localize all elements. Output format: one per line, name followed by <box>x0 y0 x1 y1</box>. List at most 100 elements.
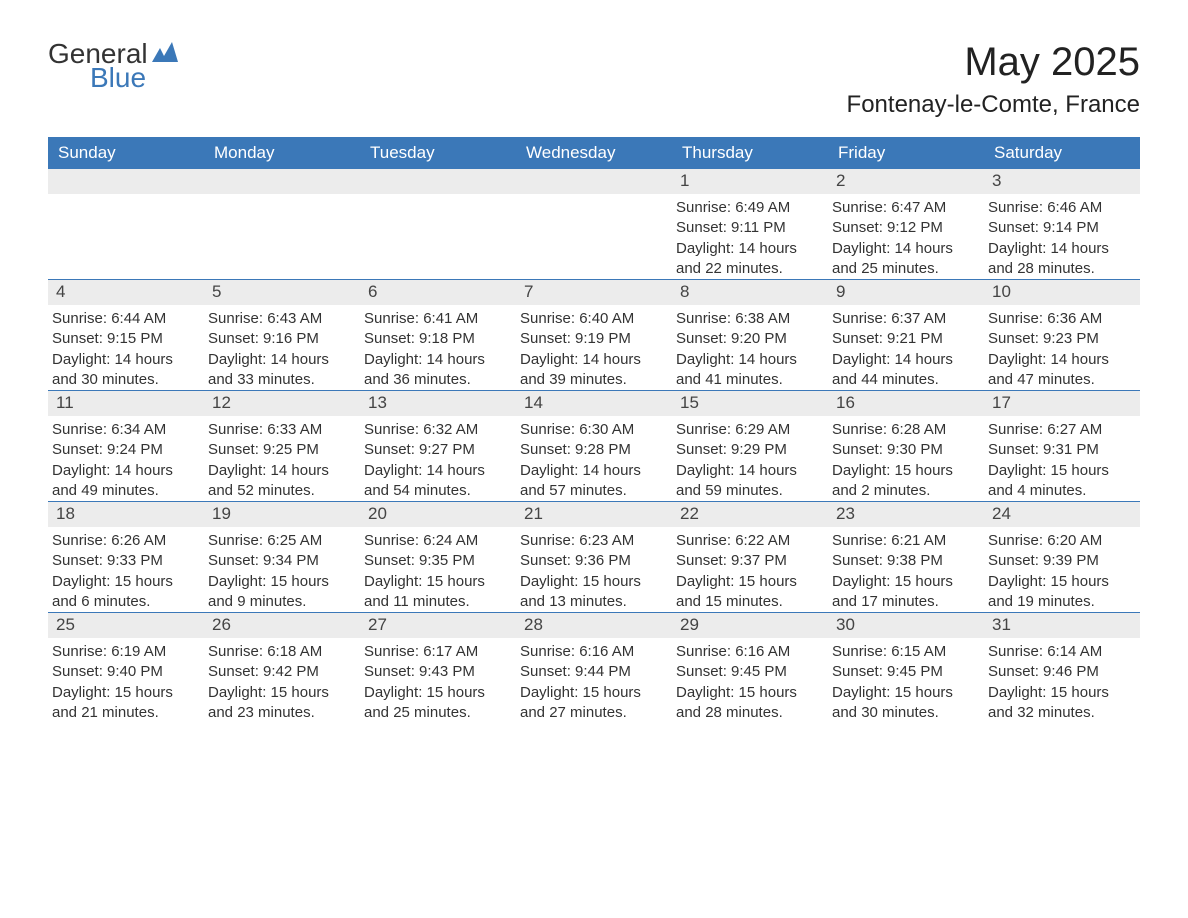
day-content: Sunrise: 6:17 AMSunset: 9:43 PMDaylight:… <box>360 638 516 723</box>
day-number: 31 <box>984 613 1140 638</box>
day-content: Sunrise: 6:26 AMSunset: 9:33 PMDaylight:… <box>48 527 204 612</box>
sunset-line: Sunset: 9:27 PM <box>364 440 508 460</box>
daylight-line: Daylight: 14 hours and 28 minutes. <box>988 239 1132 280</box>
daylight-line: Daylight: 15 hours and 32 minutes. <box>988 683 1132 724</box>
sunrise-line: Sunrise: 6:14 AM <box>988 642 1132 662</box>
day-content: Sunrise: 6:14 AMSunset: 9:46 PMDaylight:… <box>984 638 1140 723</box>
sunrise-line: Sunrise: 6:38 AM <box>676 309 820 329</box>
calendar-cell: 20Sunrise: 6:24 AMSunset: 9:35 PMDayligh… <box>360 502 516 613</box>
sunset-line: Sunset: 9:18 PM <box>364 329 508 349</box>
daylight-line: Daylight: 15 hours and 23 minutes. <box>208 683 352 724</box>
daylight-line: Daylight: 15 hours and 17 minutes. <box>832 572 976 613</box>
day-number: 4 <box>48 280 204 305</box>
day-content: Sunrise: 6:30 AMSunset: 9:28 PMDaylight:… <box>516 416 672 501</box>
sunrise-line: Sunrise: 6:19 AM <box>52 642 196 662</box>
sunrise-line: Sunrise: 6:25 AM <box>208 531 352 551</box>
calendar-cell: 1Sunrise: 6:49 AMSunset: 9:11 PMDaylight… <box>672 169 828 280</box>
sunset-line: Sunset: 9:44 PM <box>520 662 664 682</box>
day-content: Sunrise: 6:19 AMSunset: 9:40 PMDaylight:… <box>48 638 204 723</box>
day-number: 26 <box>204 613 360 638</box>
sunrise-line: Sunrise: 6:16 AM <box>520 642 664 662</box>
day-content: Sunrise: 6:43 AMSunset: 9:16 PMDaylight:… <box>204 305 360 390</box>
sunset-line: Sunset: 9:36 PM <box>520 551 664 571</box>
calendar-cell: 25Sunrise: 6:19 AMSunset: 9:40 PMDayligh… <box>48 613 204 724</box>
calendar-header-row: SundayMondayTuesdayWednesdayThursdayFrid… <box>48 137 1140 169</box>
calendar-cell <box>360 169 516 280</box>
calendar-cell: 6Sunrise: 6:41 AMSunset: 9:18 PMDaylight… <box>360 280 516 391</box>
daylight-line: Daylight: 15 hours and 11 minutes. <box>364 572 508 613</box>
calendar-cell: 19Sunrise: 6:25 AMSunset: 9:34 PMDayligh… <box>204 502 360 613</box>
sunset-line: Sunset: 9:29 PM <box>676 440 820 460</box>
day-content: Sunrise: 6:37 AMSunset: 9:21 PMDaylight:… <box>828 305 984 390</box>
daylight-line: Daylight: 14 hours and 25 minutes. <box>832 239 976 280</box>
weekday-header: Saturday <box>984 137 1140 169</box>
calendar-cell <box>204 169 360 280</box>
empty-day-header <box>516 169 672 194</box>
daylight-line: Daylight: 14 hours and 22 minutes. <box>676 239 820 280</box>
month-title: May 2025 <box>847 40 1140 85</box>
sunrise-line: Sunrise: 6:47 AM <box>832 198 976 218</box>
sunrise-line: Sunrise: 6:22 AM <box>676 531 820 551</box>
daylight-line: Daylight: 15 hours and 25 minutes. <box>364 683 508 724</box>
day-content: Sunrise: 6:24 AMSunset: 9:35 PMDaylight:… <box>360 527 516 612</box>
sunrise-line: Sunrise: 6:44 AM <box>52 309 196 329</box>
sunrise-line: Sunrise: 6:18 AM <box>208 642 352 662</box>
sunset-line: Sunset: 9:15 PM <box>52 329 196 349</box>
sunrise-line: Sunrise: 6:32 AM <box>364 420 508 440</box>
daylight-line: Daylight: 14 hours and 30 minutes. <box>52 350 196 391</box>
day-number: 22 <box>672 502 828 527</box>
logo-flag-icon <box>152 42 178 68</box>
day-content: Sunrise: 6:16 AMSunset: 9:44 PMDaylight:… <box>516 638 672 723</box>
day-number: 16 <box>828 391 984 416</box>
sunrise-line: Sunrise: 6:43 AM <box>208 309 352 329</box>
sunrise-line: Sunrise: 6:46 AM <box>988 198 1132 218</box>
calendar-cell <box>48 169 204 280</box>
day-content: Sunrise: 6:21 AMSunset: 9:38 PMDaylight:… <box>828 527 984 612</box>
daylight-line: Daylight: 14 hours and 41 minutes. <box>676 350 820 391</box>
day-content: Sunrise: 6:29 AMSunset: 9:29 PMDaylight:… <box>672 416 828 501</box>
daylight-line: Daylight: 14 hours and 57 minutes. <box>520 461 664 502</box>
daylight-line: Daylight: 15 hours and 9 minutes. <box>208 572 352 613</box>
sunrise-line: Sunrise: 6:29 AM <box>676 420 820 440</box>
sunset-line: Sunset: 9:25 PM <box>208 440 352 460</box>
calendar-cell: 2Sunrise: 6:47 AMSunset: 9:12 PMDaylight… <box>828 169 984 280</box>
day-content: Sunrise: 6:34 AMSunset: 9:24 PMDaylight:… <box>48 416 204 501</box>
day-content: Sunrise: 6:46 AMSunset: 9:14 PMDaylight:… <box>984 194 1140 279</box>
calendar-week-row: 18Sunrise: 6:26 AMSunset: 9:33 PMDayligh… <box>48 502 1140 613</box>
sunset-line: Sunset: 9:39 PM <box>988 551 1132 571</box>
sunset-line: Sunset: 9:42 PM <box>208 662 352 682</box>
header: General Blue May 2025 Fontenay-le-Comte,… <box>48 40 1140 119</box>
day-content: Sunrise: 6:20 AMSunset: 9:39 PMDaylight:… <box>984 527 1140 612</box>
day-number: 17 <box>984 391 1140 416</box>
daylight-line: Daylight: 14 hours and 36 minutes. <box>364 350 508 391</box>
sunset-line: Sunset: 9:16 PM <box>208 329 352 349</box>
sunset-line: Sunset: 9:21 PM <box>832 329 976 349</box>
weekday-header: Tuesday <box>360 137 516 169</box>
daylight-line: Daylight: 14 hours and 47 minutes. <box>988 350 1132 391</box>
calendar-cell: 13Sunrise: 6:32 AMSunset: 9:27 PMDayligh… <box>360 391 516 502</box>
day-content: Sunrise: 6:38 AMSunset: 9:20 PMDaylight:… <box>672 305 828 390</box>
weekday-header: Friday <box>828 137 984 169</box>
sunset-line: Sunset: 9:33 PM <box>52 551 196 571</box>
day-content: Sunrise: 6:47 AMSunset: 9:12 PMDaylight:… <box>828 194 984 279</box>
day-content: Sunrise: 6:28 AMSunset: 9:30 PMDaylight:… <box>828 416 984 501</box>
calendar-cell: 7Sunrise: 6:40 AMSunset: 9:19 PMDaylight… <box>516 280 672 391</box>
sunrise-line: Sunrise: 6:49 AM <box>676 198 820 218</box>
empty-day-header <box>204 169 360 194</box>
sunset-line: Sunset: 9:46 PM <box>988 662 1132 682</box>
day-number: 18 <box>48 502 204 527</box>
day-content: Sunrise: 6:18 AMSunset: 9:42 PMDaylight:… <box>204 638 360 723</box>
daylight-line: Daylight: 14 hours and 52 minutes. <box>208 461 352 502</box>
calendar-cell: 15Sunrise: 6:29 AMSunset: 9:29 PMDayligh… <box>672 391 828 502</box>
day-number: 25 <box>48 613 204 638</box>
calendar-cell: 8Sunrise: 6:38 AMSunset: 9:20 PMDaylight… <box>672 280 828 391</box>
day-content: Sunrise: 6:41 AMSunset: 9:18 PMDaylight:… <box>360 305 516 390</box>
day-number: 15 <box>672 391 828 416</box>
day-content: Sunrise: 6:32 AMSunset: 9:27 PMDaylight:… <box>360 416 516 501</box>
sunrise-line: Sunrise: 6:27 AM <box>988 420 1132 440</box>
day-number: 29 <box>672 613 828 638</box>
calendar-table: SundayMondayTuesdayWednesdayThursdayFrid… <box>48 137 1140 723</box>
calendar-week-row: 11Sunrise: 6:34 AMSunset: 9:24 PMDayligh… <box>48 391 1140 502</box>
daylight-line: Daylight: 14 hours and 39 minutes. <box>520 350 664 391</box>
logo-blue-text: Blue <box>90 64 148 92</box>
